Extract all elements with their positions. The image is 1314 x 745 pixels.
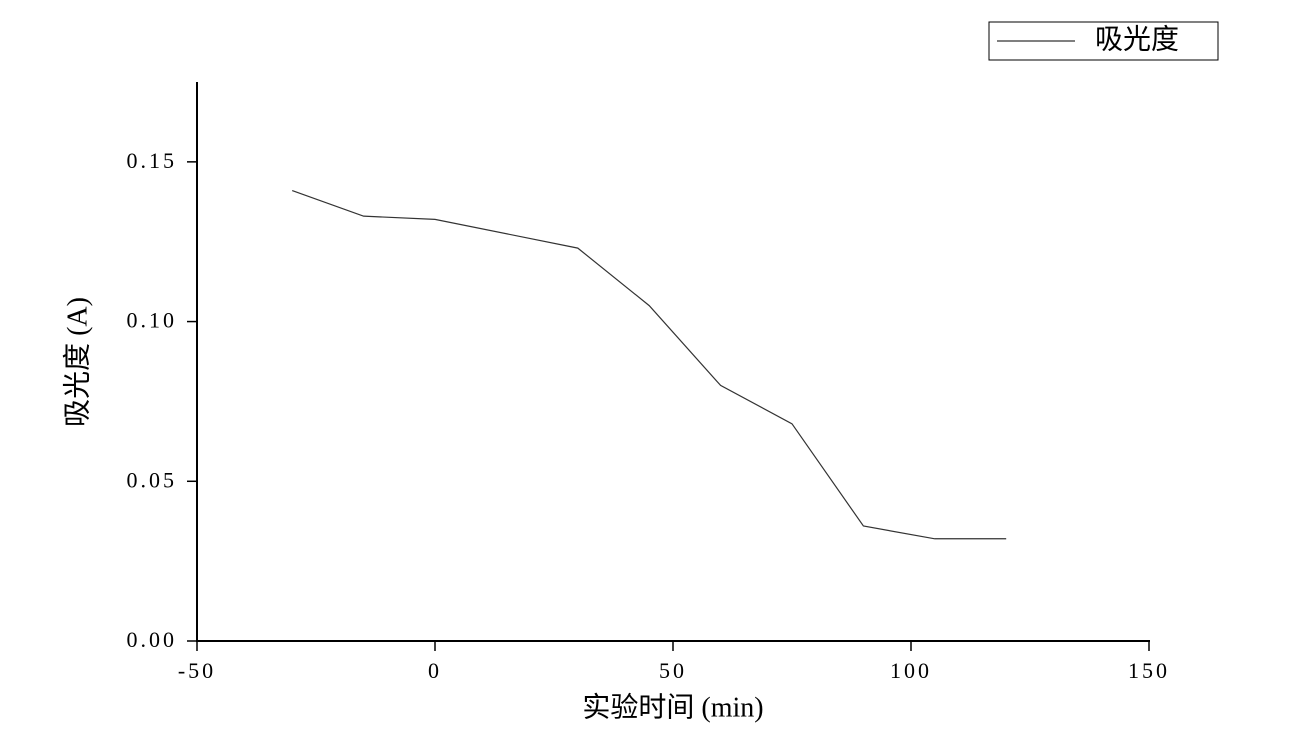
y-tick-label: 0.10 <box>127 308 178 333</box>
x-tick-label: -50 <box>178 658 216 683</box>
legend-label: 吸光度 <box>1095 23 1179 55</box>
y-axis-title: 吸光度 (A) <box>61 297 93 427</box>
y-tick-label: 0.15 <box>127 148 178 173</box>
x-tick-label: 150 <box>1128 658 1170 683</box>
x-tick-label: 50 <box>659 658 687 683</box>
x-axis-title: 实验时间 (min) <box>582 691 763 723</box>
x-tick-label: 100 <box>890 658 932 683</box>
data-line <box>291 190 1007 540</box>
x-tick-label: 0 <box>428 658 442 683</box>
y-tick-label: 0.05 <box>127 467 178 492</box>
y-tick-label: 0.00 <box>127 627 178 652</box>
